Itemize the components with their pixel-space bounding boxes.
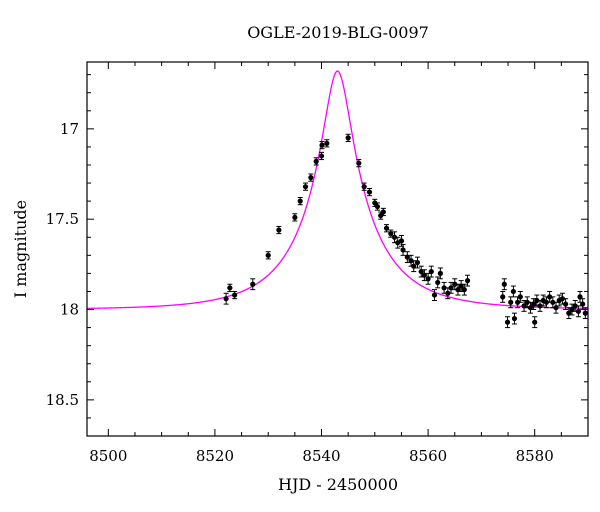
data-point	[366, 187, 373, 197]
data-point	[500, 290, 506, 303]
data-point	[521, 299, 527, 312]
data-point	[372, 198, 378, 208]
data-point	[302, 182, 309, 191]
data-point	[431, 289, 438, 301]
x-tick-label: 8500	[89, 447, 127, 465]
data-point	[559, 292, 566, 305]
data-point	[324, 139, 330, 148]
data-point	[510, 285, 516, 298]
data-point	[408, 254, 414, 267]
data-point	[265, 251, 271, 260]
data-point	[504, 316, 511, 329]
data-point	[361, 182, 367, 191]
data-point	[418, 265, 424, 278]
data-point	[515, 296, 521, 309]
data-point	[532, 316, 538, 329]
data-point	[421, 269, 427, 282]
data-point	[527, 301, 534, 314]
data-point	[455, 283, 461, 296]
data-point	[383, 224, 390, 233]
data-point	[458, 280, 464, 292]
x-tick-label: 8540	[302, 447, 340, 465]
data-point	[566, 307, 572, 320]
plot-area	[87, 70, 588, 329]
data-point	[563, 298, 569, 311]
data-point	[223, 292, 229, 305]
data-point	[391, 231, 398, 244]
data-point	[435, 276, 441, 289]
y-axis-label: I magnitude	[11, 200, 30, 298]
data-point	[378, 211, 384, 220]
data-point	[575, 305, 582, 318]
data-point	[388, 229, 394, 238]
y-tick-label: 18	[60, 301, 79, 319]
data-point	[517, 290, 523, 303]
y-tick-label: 17.5	[46, 210, 79, 228]
data-point	[318, 151, 325, 161]
data-point	[404, 251, 410, 264]
chart-title: OGLE-2019-BLG-0097	[247, 23, 429, 42]
data-point	[461, 283, 467, 296]
data-point	[553, 301, 559, 314]
x-tick-label: 8580	[516, 447, 554, 465]
data-point	[276, 225, 282, 235]
data-point	[356, 159, 362, 168]
data-point	[543, 296, 550, 309]
y-tick-label: 18.5	[46, 391, 79, 409]
data-point	[380, 207, 386, 217]
data-point	[437, 267, 443, 280]
data-point	[227, 283, 233, 292]
data-point	[297, 197, 303, 206]
x-axis-label: HJD - 2450000	[278, 475, 398, 494]
data-point	[232, 290, 238, 300]
data-point	[250, 278, 256, 291]
data-point	[464, 274, 471, 287]
axis-tick-labels: 8500 8520 8540 8560 8580 17 17.5 18 18.5	[46, 120, 554, 465]
axis-ticks	[87, 62, 589, 437]
data-point	[319, 140, 325, 150]
data-point	[414, 256, 421, 269]
data-point	[582, 307, 588, 320]
data-point	[448, 281, 454, 294]
data-point	[308, 173, 314, 182]
y-tick-label: 17	[60, 120, 79, 138]
data-point	[345, 133, 351, 142]
plot-frame	[86, 61, 589, 437]
data-point	[569, 303, 575, 316]
data-point	[313, 157, 319, 166]
data-point	[511, 312, 518, 325]
data-point	[411, 260, 417, 273]
data-point	[374, 202, 381, 211]
data-point	[534, 294, 540, 307]
x-tick-label: 8560	[409, 447, 447, 465]
data-point	[577, 290, 583, 303]
data-point	[400, 243, 406, 256]
data-point	[292, 213, 298, 222]
data-point	[395, 236, 401, 249]
data-point	[428, 265, 434, 278]
model-curve	[87, 70, 588, 310]
data-point	[425, 272, 431, 285]
x-tick-label: 8520	[196, 447, 234, 465]
data-point	[501, 278, 507, 291]
